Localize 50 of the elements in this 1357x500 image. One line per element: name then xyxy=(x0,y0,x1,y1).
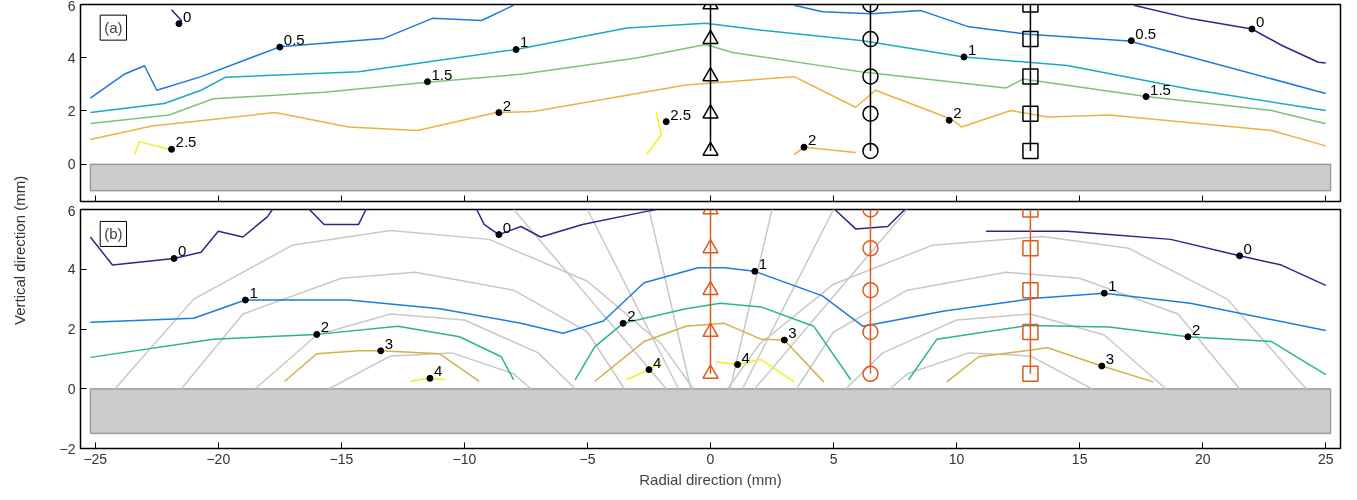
y-axis-title: Vertical direction (mm) xyxy=(10,175,30,325)
annotation: 2 xyxy=(1191,320,1201,338)
x-tick-label: −25 xyxy=(83,450,108,467)
y-tick-label: 4 xyxy=(67,261,76,278)
annotation: 0 xyxy=(178,242,187,260)
annotation: 0 xyxy=(1243,239,1252,257)
annotation: 2 xyxy=(627,307,636,325)
annotation: 3 xyxy=(788,324,797,342)
x-tick-label: −10 xyxy=(452,450,477,467)
annotation: 1 xyxy=(758,255,768,273)
annotation: 0 xyxy=(1255,12,1265,30)
y-tick-label: 4 xyxy=(67,49,76,66)
x-axis-title: Radial direction (mm) xyxy=(639,470,782,488)
annotation: 1 xyxy=(1108,277,1117,295)
y-tick-label: 2 xyxy=(67,102,76,119)
annotation: 1 xyxy=(249,284,258,302)
x-tick-label: 5 xyxy=(829,450,838,467)
annotation: 2 xyxy=(953,104,962,122)
x-tick-label: 10 xyxy=(948,450,965,467)
annotation: 3 xyxy=(384,334,394,352)
annotation: 0 xyxy=(182,7,192,25)
x-tick-label: −15 xyxy=(329,450,354,467)
annotation: 1 xyxy=(520,33,529,51)
x-tick-label: 15 xyxy=(1071,450,1088,467)
annotation: 4 xyxy=(433,362,443,380)
y-tick-label: 6 xyxy=(67,202,76,219)
annotation: 4 xyxy=(741,348,750,366)
y-tick-label: −2 xyxy=(59,440,76,457)
annotation: (a) xyxy=(104,19,123,37)
x-tick-label: −20 xyxy=(206,450,231,467)
annotation: 1.5 xyxy=(1150,80,1171,98)
y-tick-label: 0 xyxy=(67,380,76,397)
annotation: 1 xyxy=(967,40,977,58)
annotation: 2 xyxy=(808,131,817,149)
y-tick-label: 6 xyxy=(67,0,76,14)
annotation: 2 xyxy=(502,96,512,114)
x-tick-label: 20 xyxy=(1194,450,1211,467)
annotation: (b) xyxy=(104,225,123,243)
annotation: 3 xyxy=(1105,350,1115,368)
x-tick-label: 25 xyxy=(1317,450,1334,467)
x-tick-label: −5 xyxy=(579,450,596,467)
y-tick-label: 0 xyxy=(67,156,76,173)
annotation: 2.5 xyxy=(670,105,692,123)
y-tick-label: 2 xyxy=(67,321,76,337)
x-tick-label: 0 xyxy=(706,450,715,467)
annotation: 1.5 xyxy=(431,65,453,83)
annotation: 2.5 xyxy=(175,133,197,151)
annotation: 0.5 xyxy=(1135,24,1157,42)
annotation: 0.5 xyxy=(283,31,305,49)
annotation: 2 xyxy=(320,318,330,336)
